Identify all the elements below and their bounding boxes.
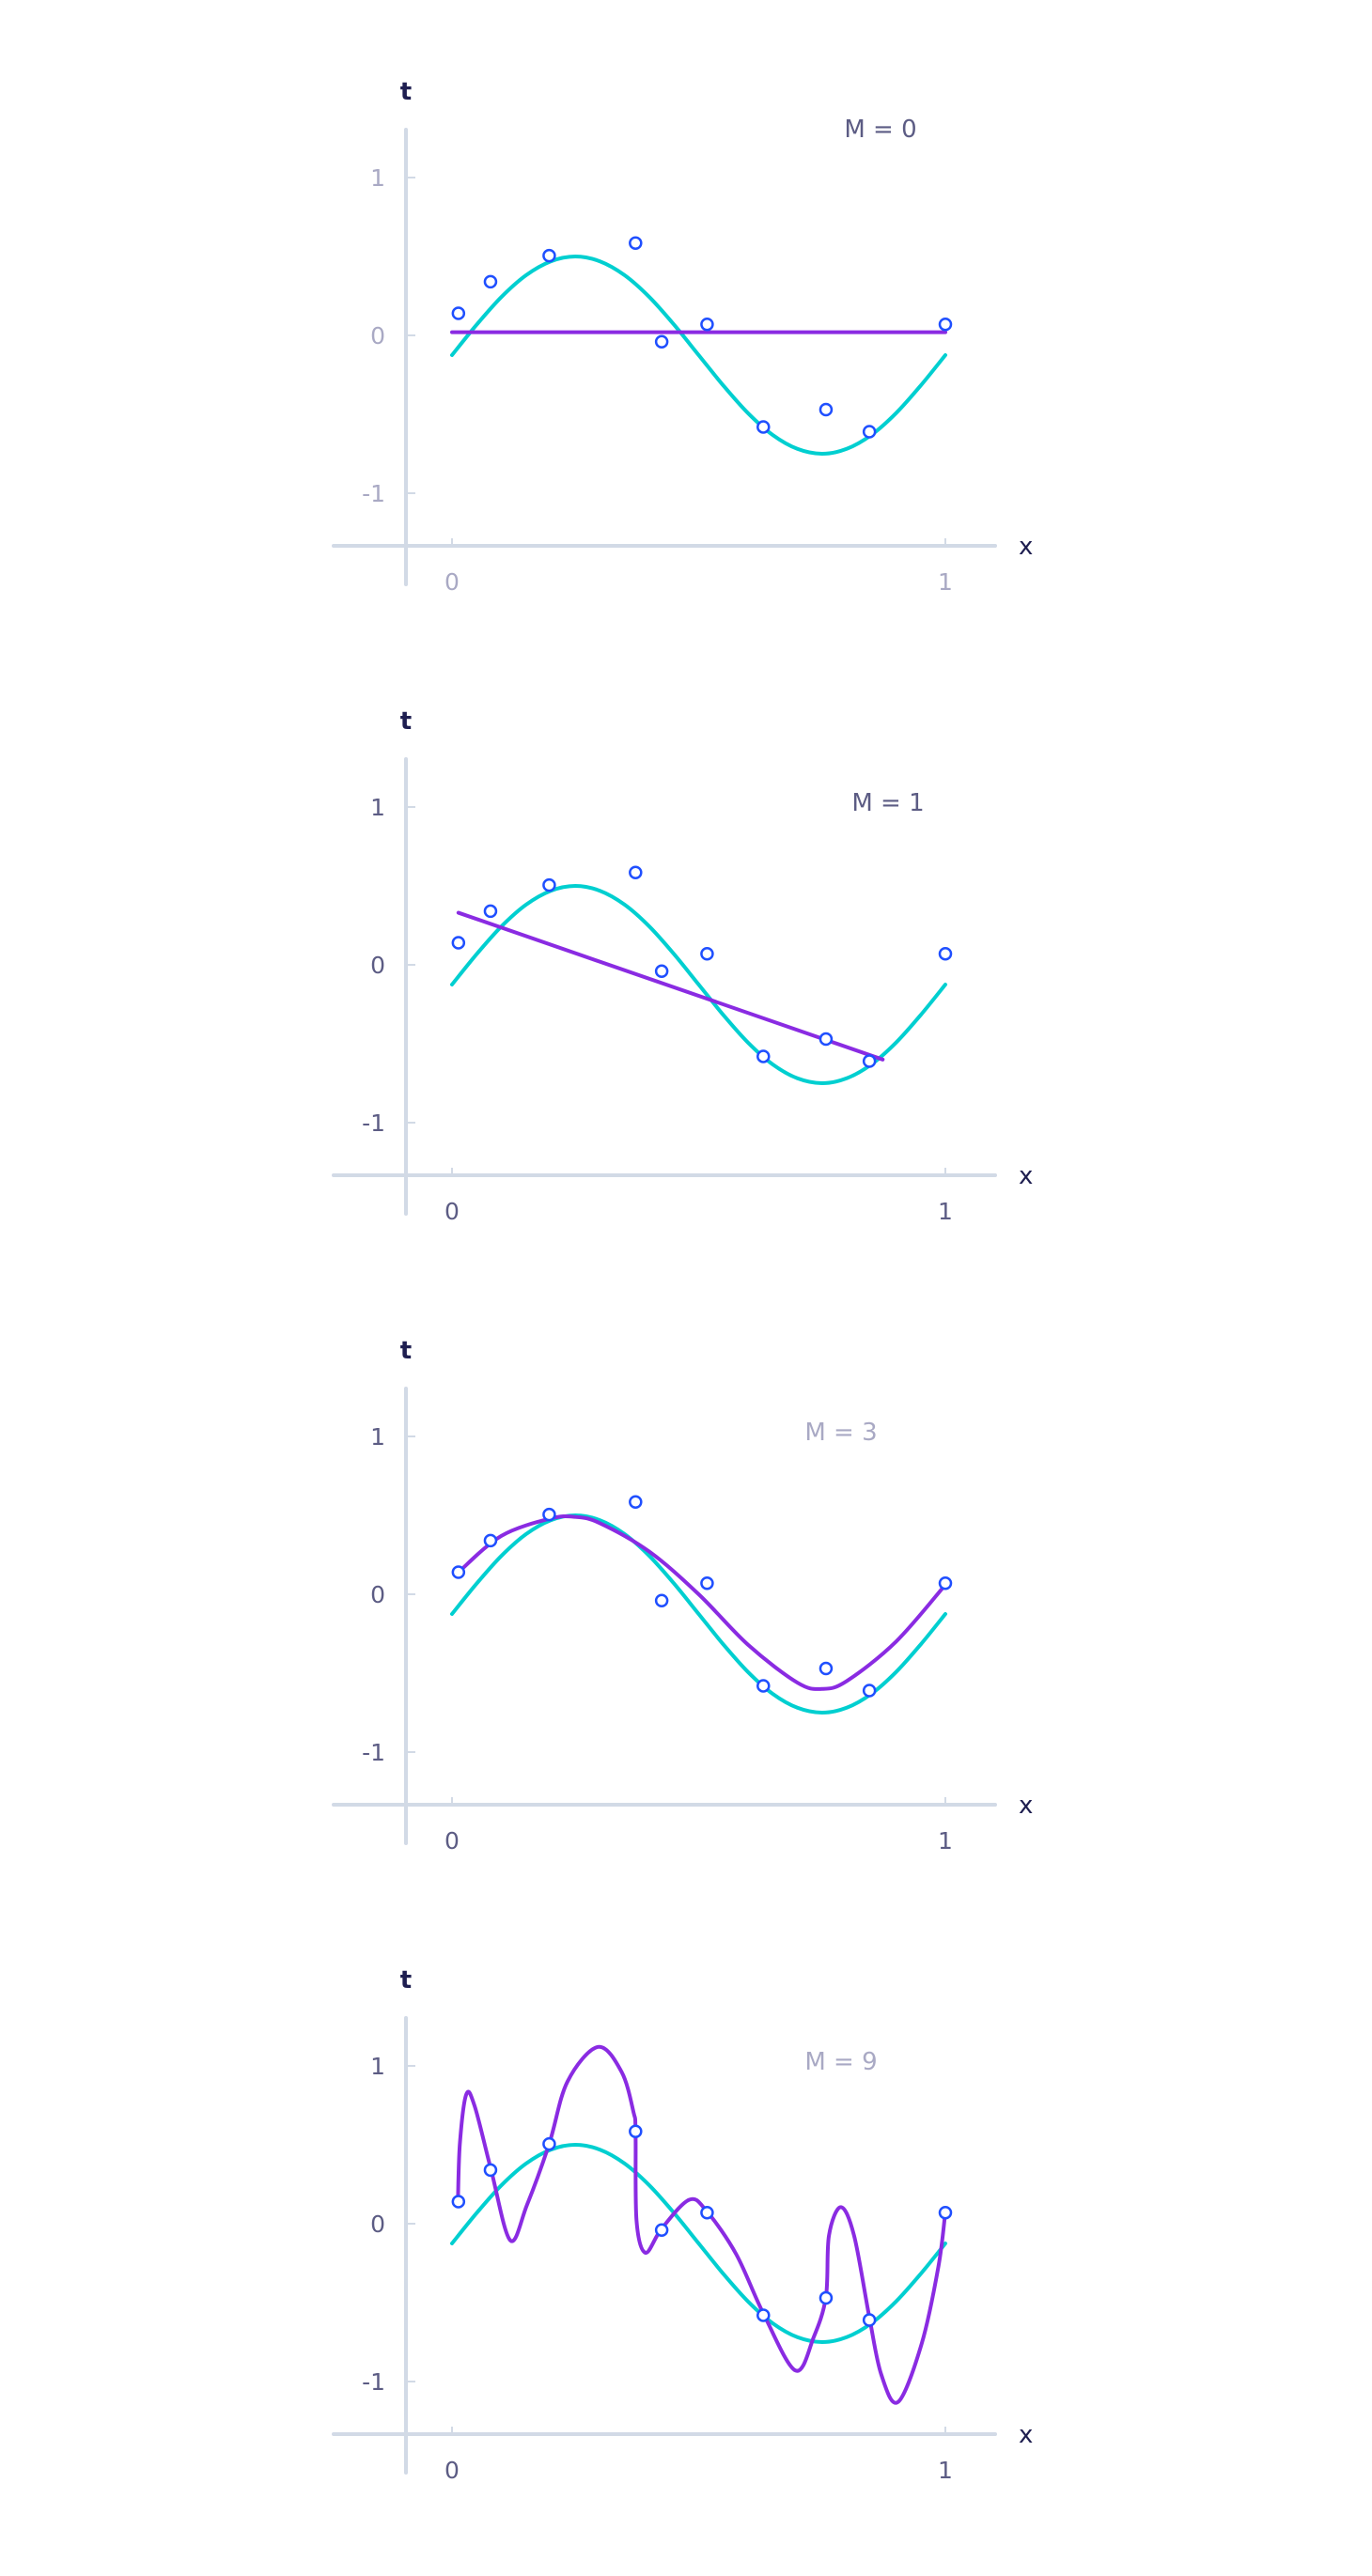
x-axis-title: x: [1019, 533, 1033, 561]
data-point: [819, 1661, 834, 1676]
data-point: [483, 904, 498, 919]
y-tick-label: -1: [362, 1739, 385, 1766]
y-axis-title: t: [400, 78, 412, 106]
y-tick-label: 0: [370, 952, 385, 979]
data-point: [862, 2313, 877, 2327]
y-tick-label: 1: [370, 1423, 385, 1451]
data-point: [483, 274, 498, 289]
data-point: [483, 1533, 498, 1548]
data-point: [654, 334, 669, 349]
x-tick-label: 0: [444, 1827, 460, 1854]
data-point: [451, 306, 466, 320]
data-point: [700, 1575, 714, 1591]
data-point: [819, 402, 834, 417]
data-point: [756, 1049, 771, 1063]
data-point: [654, 964, 669, 978]
y-tick-label: 1: [370, 164, 385, 192]
target-curve: [450, 2142, 947, 2345]
chart-panel-1: 1 0 -1 0 1 t x M = 1: [332, 707, 1033, 1225]
x-tick-label: 1: [938, 1827, 953, 1854]
chart-panel-3: 1 0 -1 0 1 t x M = 9: [332, 1966, 1033, 2484]
y-tick-label: -1: [362, 480, 385, 507]
data-point: [938, 317, 953, 332]
data-point: [938, 2205, 953, 2220]
data-point: [700, 317, 714, 332]
data-point: [542, 248, 556, 263]
data-point: [542, 1507, 556, 1522]
data-point: [819, 1032, 834, 1047]
y-tick-label: -1: [362, 2368, 385, 2396]
chart-title: M = 9: [804, 2048, 877, 2076]
y-tick-label: 0: [370, 2211, 385, 2238]
fitted-curve: [456, 1513, 947, 1691]
data-point: [938, 946, 953, 961]
fitted-curve: [456, 2044, 947, 2405]
x-tick-label: 1: [938, 1198, 953, 1225]
data-point: [654, 1593, 669, 1607]
x-axis-title: x: [1019, 1162, 1033, 1190]
x-tick-label: 0: [444, 2457, 460, 2484]
x-tick-label: 1: [938, 568, 953, 596]
x-tick-label: 0: [444, 568, 460, 596]
y-tick-label: 1: [370, 2053, 385, 2080]
y-axis-title: t: [400, 707, 412, 736]
data-point: [451, 936, 466, 950]
data-point: [629, 236, 643, 250]
data-point: [700, 2205, 714, 2220]
data-point: [451, 1565, 466, 1579]
data-point: [819, 2290, 834, 2305]
target-curve: [450, 883, 947, 1086]
data-point: [700, 946, 714, 961]
chart-panel-0: 1 0 -1 0 1 t x M = 0: [332, 78, 1033, 596]
data-point: [862, 1684, 877, 1698]
target-curve: [450, 254, 947, 457]
target-curve: [450, 1513, 947, 1715]
data-point: [542, 2136, 556, 2151]
y-tick-label: 0: [370, 322, 385, 349]
data-point: [756, 1679, 771, 1693]
data-point: [756, 420, 771, 434]
y-axis-title: t: [400, 1966, 412, 1994]
data-point: [938, 1575, 953, 1591]
chart-title: M = 0: [844, 116, 916, 144]
fitted-curve: [456, 910, 885, 1062]
chart-panel-2: 1 0 -1 0 1 t x M = 3: [332, 1337, 1033, 1854]
y-tick-label: 0: [370, 1581, 385, 1608]
chart-title: M = 3: [804, 1419, 877, 1447]
data-point: [862, 1054, 877, 1068]
x-tick-label: 1: [938, 2457, 953, 2484]
y-axis-title: t: [400, 1337, 412, 1365]
data-point: [629, 2124, 643, 2138]
data-point: [862, 425, 877, 439]
data-point: [629, 1495, 643, 1509]
data-point: [654, 2223, 669, 2237]
x-axis-title: x: [1019, 2421, 1033, 2449]
y-tick-label: -1: [362, 1110, 385, 1137]
data-point: [451, 2195, 466, 2209]
data-point: [483, 2163, 498, 2178]
data-point: [542, 877, 556, 892]
data-point: [756, 2308, 771, 2322]
y-tick-label: 1: [370, 794, 385, 821]
data-point: [629, 865, 643, 879]
x-axis-title: x: [1019, 1792, 1033, 1820]
x-tick-label: 0: [444, 1198, 460, 1225]
chart-title: M = 1: [851, 789, 924, 817]
